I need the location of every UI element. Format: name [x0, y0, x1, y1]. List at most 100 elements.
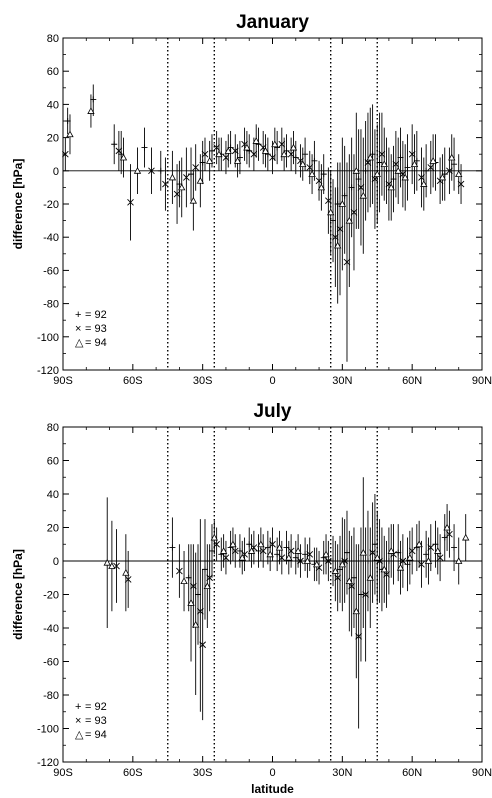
data-point: [229, 540, 237, 548]
x-tick-label: 0: [269, 767, 275, 779]
data-point: [366, 573, 374, 581]
x-tick-label: 60N: [402, 375, 422, 387]
data-point: [210, 533, 218, 541]
data-point: [352, 607, 360, 615]
data-point: [133, 166, 142, 174]
data-point: [434, 547, 442, 554]
y-tick-label: -40: [43, 232, 59, 244]
data-point: [162, 180, 169, 188]
x-tick-label: 90S: [53, 767, 73, 779]
x-tick-label: 90S: [53, 375, 73, 387]
y-axis-label: difference [hPa]: [11, 549, 25, 640]
data-point: [157, 167, 164, 174]
data-point: [387, 547, 395, 554]
data-point: [322, 550, 330, 558]
chart-july: July -120 -100 -80 -60 -40 -20 0 20 40 60 80 90S 60S 3…: [11, 401, 492, 796]
data-point: [201, 150, 209, 158]
data-point: [189, 196, 198, 204]
data-point: [334, 241, 342, 249]
data-point: [313, 560, 321, 568]
chart-title: July: [253, 401, 291, 422]
chart-title: January: [236, 12, 309, 33]
data-point: [192, 620, 200, 628]
data-point: [380, 565, 388, 573]
legend-marker: +: [75, 701, 81, 713]
y-tick-label: -120: [37, 757, 59, 769]
y-tick-label: 40: [47, 489, 59, 501]
data-point: [429, 157, 437, 164]
y-tick-label: -60: [43, 657, 59, 669]
data-point: [196, 176, 205, 184]
legend-label: = 93: [85, 715, 107, 727]
x-tick-label: 30N: [332, 375, 352, 387]
data-point: [338, 560, 347, 568]
x-tick-label: 90N: [472, 375, 492, 387]
data-point: [345, 577, 353, 584]
data-point: [289, 143, 298, 151]
data-point: [87, 107, 95, 114]
data-point: [148, 167, 155, 175]
x-tick-label: 30S: [193, 375, 213, 387]
data-point: [115, 147, 123, 155]
data-point: [415, 540, 423, 548]
data-point: [247, 547, 256, 554]
y-tick-label: -80: [43, 299, 59, 311]
data-point: [327, 208, 335, 216]
y-tick-label: 40: [47, 99, 59, 111]
data-point: [443, 523, 451, 531]
y-tick-label: -80: [43, 690, 59, 702]
data-point: [387, 183, 395, 191]
legend-label: = 94: [85, 337, 107, 349]
data-point: [424, 557, 433, 564]
y-tick-label: 60: [47, 66, 59, 78]
legend-marker: ×: [75, 323, 81, 335]
y-tick-label: 60: [47, 456, 59, 468]
y-axis-label: difference [hPa]: [11, 159, 25, 250]
data-point: [205, 157, 214, 164]
data-point: [373, 170, 381, 178]
series-94: [103, 477, 470, 695]
data-point: [401, 173, 409, 181]
data-point: [257, 540, 265, 548]
data-point: [127, 199, 134, 206]
data-point: [380, 160, 388, 168]
y-tick-label: 20: [47, 523, 59, 535]
data-point: [183, 174, 190, 181]
y-tick-label: -60: [43, 265, 59, 277]
data-point: [438, 173, 447, 181]
x-tick-label: 60S: [123, 767, 143, 779]
y-tick-label: -20: [43, 590, 59, 602]
legend-label: = 92: [85, 309, 107, 321]
data-point: [275, 543, 284, 551]
data-point: [168, 173, 177, 181]
data-point: [192, 164, 200, 171]
series-93: [113, 502, 453, 729]
data-point: [285, 553, 293, 561]
legend-label: = 94: [85, 729, 107, 741]
data-point: [462, 533, 470, 541]
data-point: [345, 216, 353, 224]
legend-label: = 92: [85, 701, 107, 713]
data-point: [266, 550, 274, 558]
y-tick-label: -100: [37, 332, 59, 344]
data-point: [243, 143, 251, 151]
y-tick-label: -100: [37, 724, 59, 736]
data-point: [203, 582, 211, 590]
data-point: [215, 150, 223, 158]
chart-january: January -120 -100 -80 -60 -40 -20 0 20 40 60 80 90S 6…: [11, 12, 492, 387]
data-point: [199, 641, 206, 649]
series-92: [64, 84, 458, 263]
y-tick-label: -20: [43, 199, 59, 211]
data-point: [261, 147, 270, 154]
data-point: [238, 553, 246, 561]
x-axis-label: latitude: [251, 782, 294, 796]
data-point: [396, 563, 405, 571]
y-tick-label: -40: [43, 623, 59, 635]
legend-marker: +: [75, 309, 81, 321]
data-point: [280, 150, 288, 158]
data-point: [331, 567, 340, 574]
data-point: [178, 183, 186, 191]
legend-marker: △: [75, 729, 84, 741]
data-point: [359, 548, 367, 556]
